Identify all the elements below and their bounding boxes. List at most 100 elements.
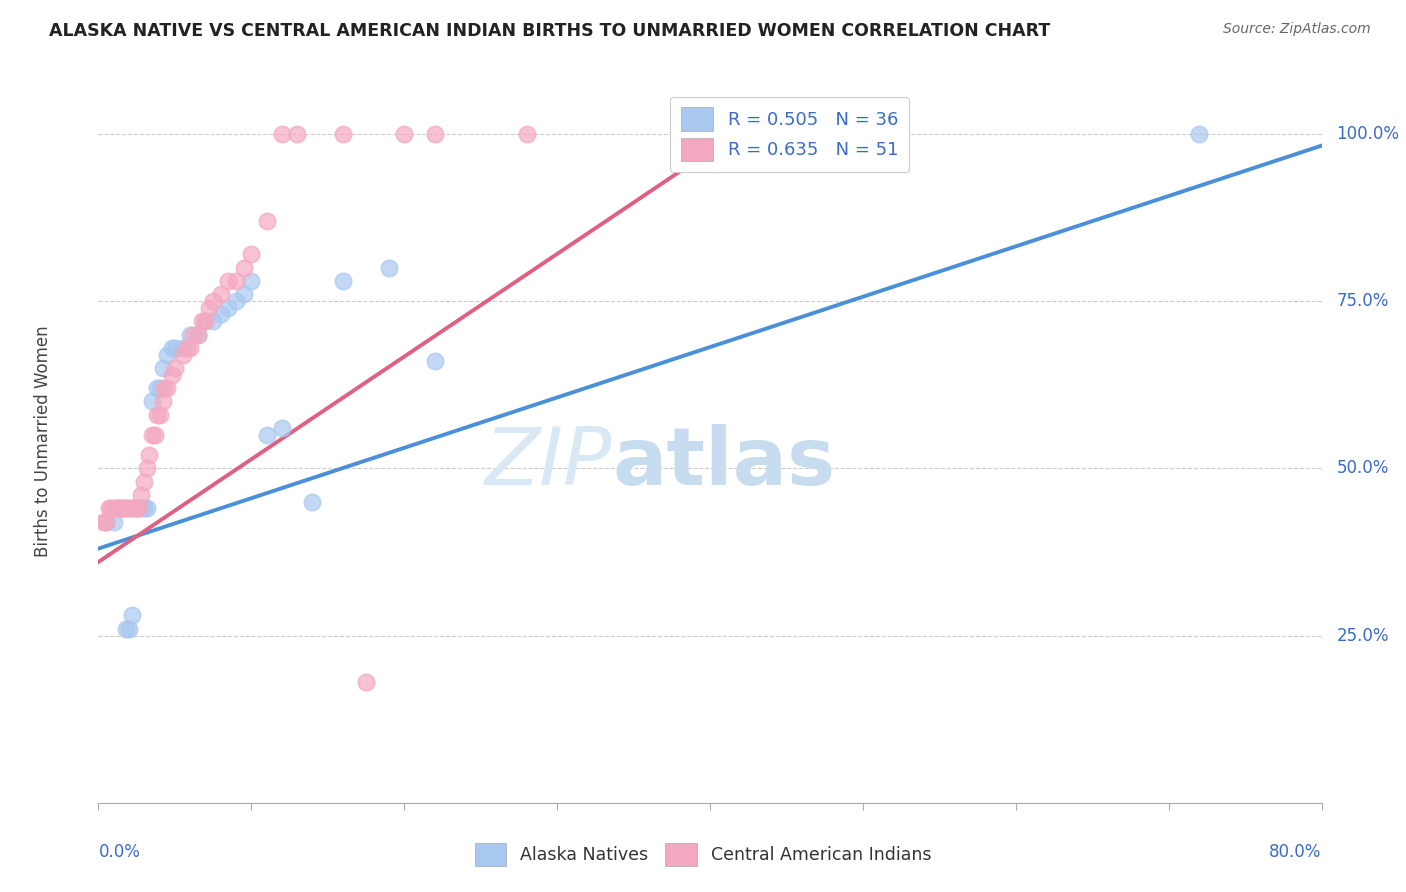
Point <box>143 427 166 442</box>
Point <box>141 427 163 442</box>
Point <box>125 501 148 516</box>
Point <box>121 501 143 516</box>
Point <box>187 327 209 342</box>
Point <box>197 301 219 315</box>
Point <box>187 327 209 342</box>
Point <box>240 274 263 288</box>
Point <box>136 501 159 516</box>
Point <box>179 341 201 355</box>
Point <box>122 501 145 516</box>
Point <box>301 494 323 508</box>
Point <box>134 501 156 516</box>
Point <box>149 381 172 395</box>
Point <box>209 287 232 301</box>
Point <box>152 394 174 409</box>
Point <box>423 127 446 141</box>
Text: atlas: atlas <box>612 425 835 502</box>
Point <box>110 501 132 516</box>
Point <box>160 341 183 355</box>
Point <box>191 314 214 328</box>
Point <box>125 501 148 516</box>
Text: 75.0%: 75.0% <box>1336 292 1389 310</box>
Point <box>118 622 141 636</box>
Point <box>134 475 156 489</box>
Point <box>209 307 232 322</box>
Point <box>285 127 308 141</box>
Point <box>194 314 217 328</box>
Point <box>392 127 416 141</box>
Point <box>217 301 239 315</box>
Point <box>181 327 204 342</box>
Point <box>270 421 292 435</box>
Point <box>103 501 125 516</box>
Point <box>225 294 247 309</box>
Text: Source: ZipAtlas.com: Source: ZipAtlas.com <box>1223 22 1371 37</box>
Point <box>270 127 292 141</box>
Point <box>1188 127 1211 141</box>
Point <box>423 354 446 368</box>
Point <box>332 127 354 141</box>
Point <box>232 260 254 275</box>
Point <box>354 675 377 690</box>
Legend: R = 0.505   N = 36, R = 0.635   N = 51: R = 0.505 N = 36, R = 0.635 N = 51 <box>671 96 910 172</box>
Point <box>127 501 149 516</box>
Point <box>378 260 401 275</box>
Point <box>121 608 143 623</box>
Point <box>1371 127 1393 141</box>
Text: ALASKA NATIVE VS CENTRAL AMERICAN INDIAN BIRTHS TO UNMARRIED WOMEN CORRELATION C: ALASKA NATIVE VS CENTRAL AMERICAN INDIAN… <box>49 22 1050 40</box>
Point <box>156 348 179 362</box>
Point <box>153 381 176 395</box>
Point <box>100 501 122 516</box>
Text: 100.0%: 100.0% <box>1336 125 1399 143</box>
Point <box>112 501 135 516</box>
Text: 80.0%: 80.0% <box>1270 843 1322 861</box>
Point <box>107 501 129 516</box>
Point <box>145 381 167 395</box>
Point <box>111 501 134 516</box>
Text: 50.0%: 50.0% <box>1336 459 1389 477</box>
Point <box>225 274 247 288</box>
Legend: Alaska Natives, Central American Indians: Alaska Natives, Central American Indians <box>468 837 938 872</box>
Point <box>160 368 183 382</box>
Text: Births to Unmarried Women: Births to Unmarried Women <box>34 326 52 558</box>
Point <box>118 501 141 516</box>
Point <box>149 408 172 422</box>
Point <box>98 501 121 516</box>
Point <box>91 515 114 529</box>
Point <box>163 341 186 355</box>
Point <box>94 515 117 529</box>
Point <box>163 361 186 376</box>
Text: 25.0%: 25.0% <box>1336 626 1389 645</box>
Point <box>103 515 125 529</box>
Point <box>115 501 138 516</box>
Point <box>145 408 167 422</box>
Point <box>136 461 159 475</box>
Point <box>232 287 254 301</box>
Point <box>179 327 201 342</box>
Point <box>172 341 194 355</box>
Point <box>256 214 278 228</box>
Text: ZIP: ZIP <box>485 425 612 502</box>
Point <box>94 515 117 529</box>
Point <box>115 622 138 636</box>
Point <box>176 341 198 355</box>
Point <box>202 314 225 328</box>
Point <box>256 427 278 442</box>
Point <box>138 448 160 462</box>
Point <box>129 488 152 502</box>
Point <box>202 294 225 309</box>
Point <box>105 501 128 516</box>
Point <box>129 501 152 516</box>
Point <box>516 127 538 141</box>
Point <box>110 501 132 516</box>
Point <box>217 274 239 288</box>
Point <box>194 314 217 328</box>
Point <box>152 361 174 376</box>
Point <box>156 381 179 395</box>
Text: 0.0%: 0.0% <box>98 843 141 861</box>
Point <box>141 394 163 409</box>
Point <box>172 348 194 362</box>
Point <box>105 501 128 516</box>
Point <box>332 274 354 288</box>
Point <box>240 247 263 261</box>
